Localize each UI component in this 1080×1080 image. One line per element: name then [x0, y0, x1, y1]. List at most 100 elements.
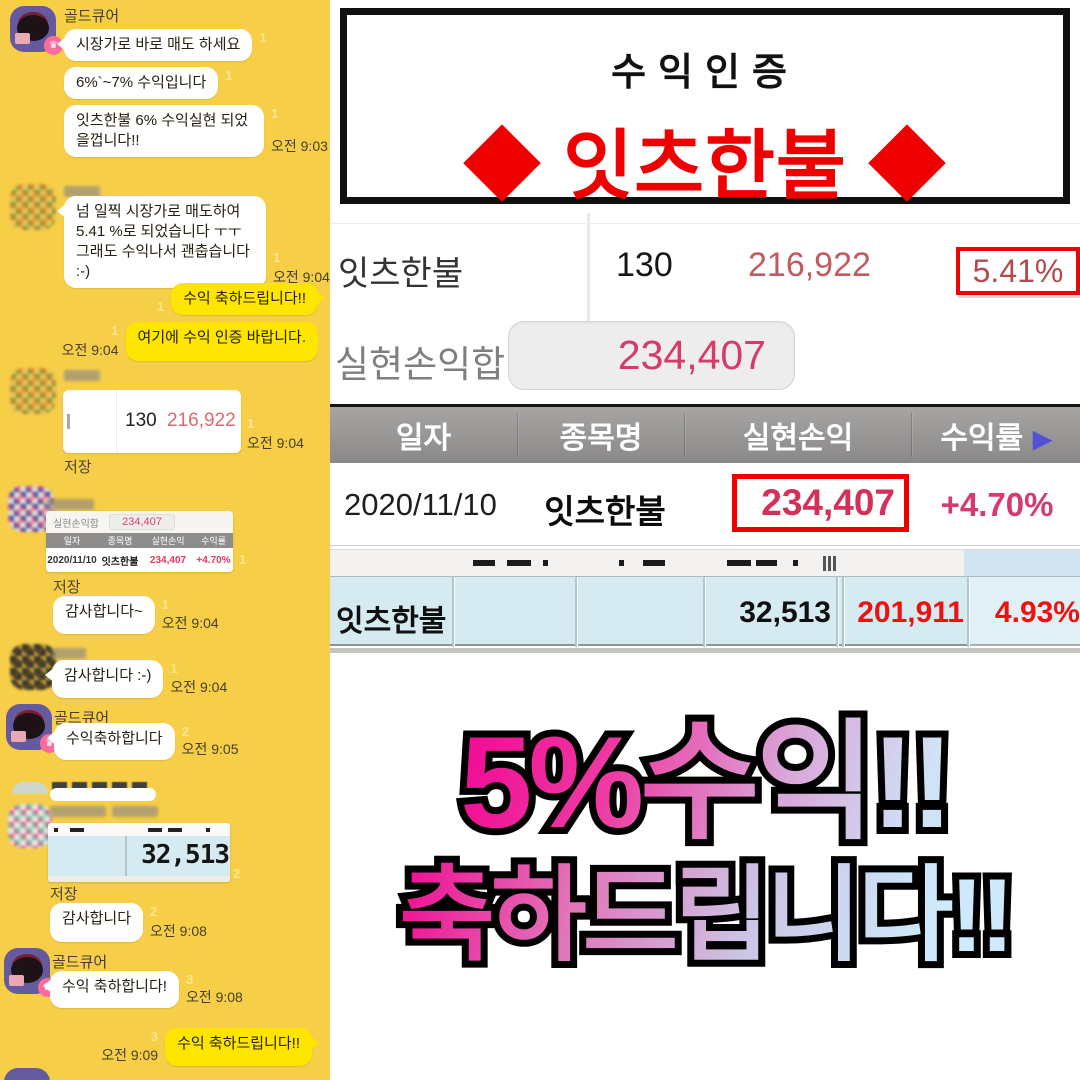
mini-td-rate: +4.70% [196, 554, 231, 566]
cropped-message [52, 782, 148, 791]
divider [967, 577, 969, 647]
hts-right-region [967, 577, 1080, 647]
avatar-deco [15, 33, 30, 44]
avatar-goldcure[interactable]: ♛ [10, 6, 63, 55]
realized-total-button[interactable]: 234,407 [508, 321, 795, 390]
chat-bubble: 넘 일찍 시장가로 매도하여 5.41 %로 되었습니다 ㅜㅜ 그래도 수익나서… [57, 196, 266, 288]
timestamp: 오전 9:04 [170, 679, 228, 695]
sort-arrow-icon[interactable]: ▶ [1033, 426, 1052, 453]
divider [587, 213, 590, 326]
image-profit: 216,922 [167, 410, 236, 431]
sender-name: 골드큐어 [52, 954, 108, 971]
unread-count: 1 [156, 299, 165, 314]
chat-bubble: 잇츠한불 6% 수익실현 되었을껍니다!! [64, 105, 264, 157]
table-shadow [330, 648, 1080, 653]
unread-count: 1 [225, 68, 233, 83]
censored-mark [828, 556, 831, 571]
blurred-name [112, 806, 158, 817]
sender-name: 골드큐어 [54, 710, 110, 727]
unread-count: 1 [247, 416, 255, 431]
blurred-name [46, 499, 94, 510]
avatar-deco [11, 731, 26, 742]
timestamp: 오전 9:05 [181, 741, 239, 757]
hts-qty: 32,513 [739, 596, 831, 629]
mini-td-profit: 234,407 [149, 554, 187, 566]
save-link[interactable]: 저장 [50, 886, 78, 903]
mini-realized-label: 실현손익합 [53, 518, 99, 530]
unread-count: 1 [273, 250, 281, 265]
avatar-member[interactable] [10, 368, 56, 414]
save-link[interactable]: 저장 [64, 459, 92, 476]
unread-count: 2 [181, 724, 189, 739]
mini-realized-total: 234,407 [109, 514, 175, 530]
censored-mark [473, 560, 495, 566]
censored-mark [643, 560, 665, 566]
shared-image-trade[interactable]: 130 216,922 [63, 390, 241, 453]
avatar-member[interactable] [8, 804, 52, 848]
avatar-goldcure[interactable] [4, 1068, 50, 1080]
censored-mark [793, 560, 798, 566]
summary-qty: 130 [616, 246, 673, 284]
hts-table-row[interactable]: 잇츠한불 32,513 201,911 4.93% [330, 576, 1080, 647]
image-table-body [48, 836, 230, 876]
shared-image-report[interactable]: 실현손익합 234,407 일자 종목명 실현손익 수익률 2020/11/10… [46, 511, 233, 572]
hts-rate: 4.93% [994, 596, 1080, 629]
congrats-banner: 5%수익!! 5%수익!! 축하드립니다!! 축하드립니다!! [330, 705, 1080, 981]
image-value: 32,513 [141, 840, 230, 870]
chat-bubble: 시장가로 바로 매도 하세요 [56, 29, 253, 61]
chat-bubble-sent: 수익 축하드립니다!! [165, 1028, 319, 1066]
cropped-avatar [12, 782, 48, 794]
unread-count: 1 [239, 552, 247, 567]
avatar-goldcure[interactable]: ♛ [4, 948, 57, 997]
title-stock-name: ◆ 잇츠한불 ◆ [464, 124, 946, 209]
timestamp: 오전 9:08 [185, 989, 243, 1005]
censored-mark [70, 828, 84, 832]
shared-image-hts[interactable]: 32,513 [48, 823, 230, 882]
blurred-name [52, 648, 86, 659]
censored-mark [756, 560, 777, 566]
divider [330, 223, 1080, 224]
banner-line1-text: 5%수익!! [460, 709, 954, 855]
mini-th-profit: 실현손익 [151, 536, 185, 546]
chat-bubble-sent: 여기에 수익 인증 바랍니다. [125, 322, 318, 361]
rate-highlight-box: 5.41% [956, 247, 1080, 295]
divider [452, 577, 454, 647]
timestamp: 오전 9:04 [161, 615, 219, 631]
timestamp: 오전 9:03 [271, 138, 328, 154]
censored-mark [507, 560, 531, 566]
unread-count: 3 [185, 972, 194, 987]
censored-mark [206, 828, 210, 832]
td-rate: +4.70% [940, 486, 1054, 523]
banner-line1: 5%수익!! 5%수익!! [330, 705, 1080, 859]
banner-line2-outline: 축하드립니다!! [330, 851, 1080, 981]
chat-bubble-sent: 수익 축하드립니다!! [171, 283, 325, 315]
save-link[interactable]: 저장 [53, 579, 81, 596]
profit-highlight-box: 234,407 [732, 474, 909, 532]
censored-header-strip [330, 549, 1080, 577]
unread-count: 1 [161, 597, 169, 612]
table-row[interactable] [330, 463, 1080, 546]
divider [116, 390, 117, 453]
chat-bubble: 6%`~7% 수익입니다 [64, 67, 219, 99]
cropped-text [67, 414, 70, 429]
sender-name: 골드큐어 [64, 8, 120, 25]
title-box: 수익인증 ◆ 잇츠한불 ◆ [340, 8, 1070, 209]
hts-name: 잇츠한불 [336, 605, 447, 638]
unread-count: 2 [233, 866, 241, 881]
censored-mark [823, 556, 826, 571]
cropped-bubble [50, 788, 156, 801]
timestamp: 오전 9:04 [61, 342, 119, 358]
timestamp: 오전 9:04 [247, 435, 304, 451]
avatar-member[interactable] [10, 184, 56, 230]
summary-stock-name: 잇츠한불 [338, 255, 464, 293]
banner-line1-outline: 5%수익!! [330, 705, 1080, 859]
censored-mark [54, 828, 58, 832]
chat-bubble: 감사합니다 :-) [44, 660, 164, 698]
censored-mark [619, 560, 624, 566]
mini-td-name: 잇츠한불 [101, 556, 139, 568]
avatar-goldcure[interactable]: ♛ [6, 704, 59, 753]
image-table-footer [48, 876, 230, 882]
th-name: 종목명 [517, 413, 684, 457]
mini-th-date: 일자 [63, 536, 81, 546]
